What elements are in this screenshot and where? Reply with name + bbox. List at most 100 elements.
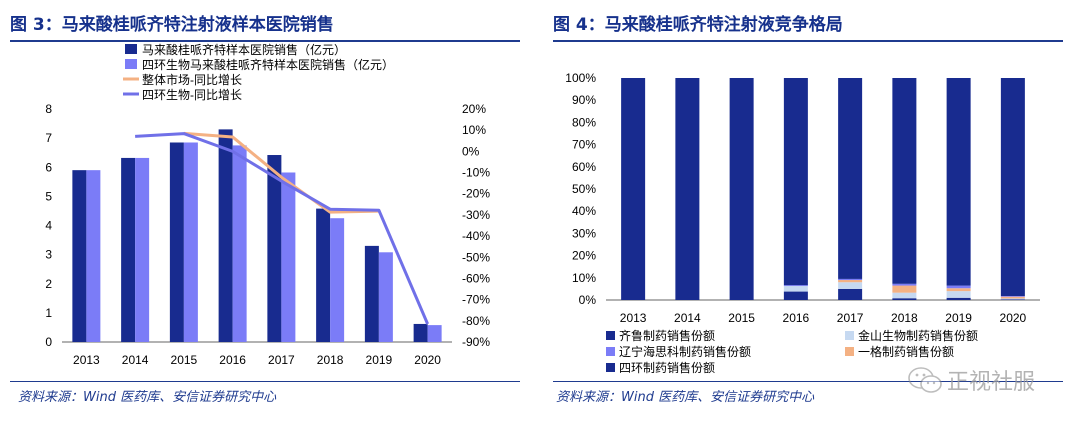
right-chart-title: 图 4：马来酸桂哌齐特注射液竞争格局 bbox=[553, 15, 843, 35]
y-tick-label: 100% bbox=[565, 71, 596, 85]
bar-segment bbox=[892, 78, 917, 284]
legend-label: 整体市场-同比增长 bbox=[142, 72, 242, 87]
legend-label: 四环生物-同比增长 bbox=[142, 88, 242, 102]
bar-segment bbox=[838, 282, 863, 289]
y-tick-label: 30% bbox=[572, 226, 596, 240]
left-chart-title: 图 3：马来酸桂哌齐特注射液样本医院销售 bbox=[10, 15, 334, 35]
bar-segment bbox=[729, 78, 754, 300]
y-right-tick-label: -10% bbox=[462, 166, 490, 180]
legend-swatch bbox=[606, 347, 615, 356]
x-tick-label: 2013 bbox=[620, 311, 647, 325]
x-tick-label: 2015 bbox=[728, 311, 755, 325]
y-right-tick-label: -30% bbox=[462, 208, 490, 222]
left-chart: 0 1 2 3 4 5 6 7 8 -90% -80% -70% -60% -50% -40% -30% -20… bbox=[45, 42, 490, 367]
x-tick-label: 2015 bbox=[171, 353, 198, 367]
bar-sihuan bbox=[378, 252, 393, 342]
bar-sihuan bbox=[427, 325, 442, 342]
watermark-text: 正视社服 bbox=[947, 370, 1035, 395]
legend-swatch bbox=[845, 347, 854, 356]
bar-segment bbox=[783, 285, 808, 287]
x-tick-label: 2014 bbox=[674, 311, 701, 325]
y-right-tick-label: -80% bbox=[462, 314, 490, 328]
y-left-tick-label: 7 bbox=[45, 131, 52, 145]
bar-segment bbox=[838, 278, 863, 281]
bar-segment bbox=[783, 291, 808, 300]
bar-segment bbox=[892, 298, 917, 300]
legend-label: 四环制药销售份额 bbox=[619, 360, 715, 375]
left-title-rule bbox=[10, 40, 520, 42]
bar-total bbox=[267, 155, 282, 342]
legend-swatch bbox=[845, 331, 854, 340]
line-market-growth bbox=[183, 131, 379, 214]
y-right-tick-label: -20% bbox=[462, 187, 490, 201]
bar-total bbox=[72, 170, 87, 342]
bar-total bbox=[413, 323, 428, 342]
bar-total bbox=[121, 157, 136, 342]
x-tick-label: 2013 bbox=[73, 353, 100, 367]
x-tick-label: 2019 bbox=[366, 353, 393, 367]
y-tick-label: 60% bbox=[572, 160, 596, 174]
x-tick-label: 2018 bbox=[317, 353, 344, 367]
bar-sihuan bbox=[330, 218, 345, 342]
legend-label: 四环生物马来酸桂哌齐特样本医院销售（亿元） bbox=[142, 57, 394, 72]
line-sihuan-growth bbox=[135, 132, 430, 325]
y-tick-label: 90% bbox=[572, 93, 596, 107]
bar-segment bbox=[1000, 299, 1025, 300]
x-tick-label: 2016 bbox=[783, 311, 810, 325]
bar-segment bbox=[838, 78, 863, 279]
bar-segment bbox=[946, 297, 971, 300]
bar-segment bbox=[946, 78, 971, 286]
bar-segment bbox=[892, 292, 917, 299]
y-right-tick-label: -70% bbox=[462, 293, 490, 307]
bar-segment bbox=[675, 78, 700, 300]
y-right-tick-label: -40% bbox=[462, 229, 490, 243]
bar-segment bbox=[838, 288, 863, 300]
legend-swatch bbox=[606, 363, 615, 372]
watermark: 正视社服 bbox=[908, 367, 1035, 395]
y-right-tick-label: 10% bbox=[462, 123, 486, 137]
bar-total bbox=[169, 142, 184, 342]
left-source: 资料来源：Wind 医药库、安信证券研究中心 bbox=[18, 390, 277, 405]
legend-swatch bbox=[606, 331, 615, 340]
legend-label: 马来酸桂哌齐特样本医院销售（亿元） bbox=[142, 42, 346, 57]
bar-segment bbox=[946, 285, 971, 289]
bar-segment bbox=[838, 280, 863, 283]
bar-segment bbox=[946, 291, 971, 298]
y-right-tick-label: -90% bbox=[462, 335, 490, 349]
bar-segment bbox=[1000, 296, 1025, 297]
bar-segment bbox=[621, 78, 646, 300]
y-tick-label: 0% bbox=[579, 293, 597, 307]
legend-swatch bbox=[125, 44, 137, 54]
wechat-icon bbox=[908, 367, 942, 393]
x-tick-label: 2019 bbox=[945, 311, 972, 325]
y-left-tick-label: 6 bbox=[45, 160, 52, 174]
y-tick-label: 10% bbox=[572, 271, 596, 285]
right-source: 资料来源：Wind 医药库、安信证券研究中心 bbox=[556, 390, 815, 405]
bar-total bbox=[316, 208, 331, 342]
y-tick-label: 80% bbox=[572, 115, 596, 129]
legend-label: 辽宁海思科制药销售份额 bbox=[619, 344, 751, 359]
y-tick-label: 70% bbox=[572, 138, 596, 152]
y-left-tick-label: 2 bbox=[45, 277, 52, 291]
right-source-rule bbox=[553, 381, 1063, 382]
y-right-tick-label: -60% bbox=[462, 271, 490, 285]
bar-sihuan bbox=[86, 170, 101, 342]
x-tick-label: 2016 bbox=[219, 353, 246, 367]
bar-segment bbox=[892, 285, 917, 293]
bar-segment bbox=[946, 288, 971, 292]
x-tick-label: 2020 bbox=[414, 353, 441, 367]
x-tick-label: 2014 bbox=[122, 353, 149, 367]
y-left-tick-label: 1 bbox=[45, 306, 52, 320]
y-right-tick-label: -50% bbox=[462, 250, 490, 264]
y-right-tick-label: 0% bbox=[462, 144, 480, 158]
bar-segment bbox=[1000, 296, 1025, 299]
x-tick-label: 2020 bbox=[1000, 311, 1027, 325]
bar-total bbox=[364, 245, 379, 342]
legend-swatch bbox=[125, 59, 137, 69]
right-chart: 0% 10% 20% 30% 40% 50% 60% 70% 80% 90% 100% 2013 201… bbox=[565, 71, 1040, 375]
y-left-tick-label: 3 bbox=[45, 248, 52, 262]
bar-sihuan bbox=[183, 142, 198, 342]
legend-label: 一格制药销售份额 bbox=[858, 344, 954, 359]
y-left-tick-label: 8 bbox=[45, 102, 52, 116]
legend-label: 齐鲁制药销售份额 bbox=[619, 328, 715, 343]
